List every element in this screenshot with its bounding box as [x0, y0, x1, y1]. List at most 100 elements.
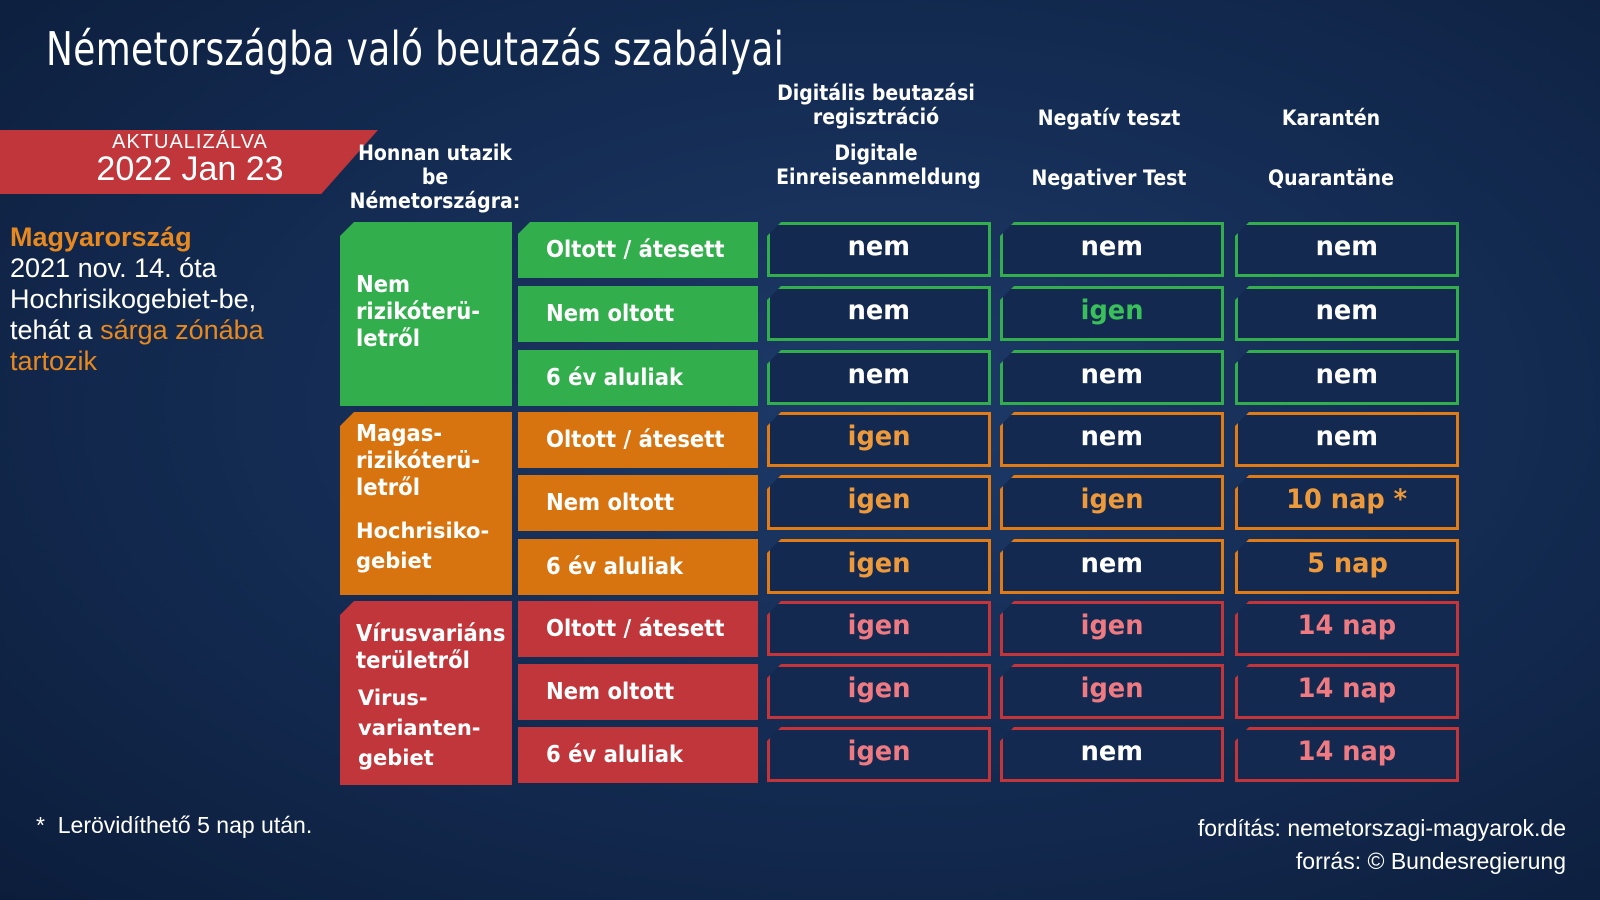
group-label-line: gebiet — [358, 746, 434, 770]
registration-cell: igen — [767, 412, 991, 467]
cell-value: igen — [847, 548, 911, 579]
test-cell: igen — [1000, 475, 1224, 530]
registration-cell: igen — [767, 601, 991, 656]
group-label-de: Hochrisiko- gebiet — [356, 516, 489, 576]
row-label-text: 6 év aluliak — [546, 554, 684, 580]
group-label: Magas- rizikóterü- letről — [356, 421, 480, 502]
quarantine-cell: nem — [1235, 350, 1459, 405]
group-label-line: gebiet — [356, 549, 432, 573]
group-label-line: Magas- — [356, 421, 443, 447]
quarantine-cell: 5 nap — [1235, 539, 1459, 594]
group-label-line: letről — [356, 475, 420, 501]
row-label: Oltott / átesett — [518, 601, 758, 657]
row-label-text: Nem oltott — [546, 301, 675, 327]
row-label: Nem oltott — [518, 664, 758, 720]
column-header-hu: Digitális beutazási — [777, 81, 975, 105]
cell-value: 5 nap — [1306, 548, 1388, 579]
zone-highlight: sárga zónába — [100, 315, 264, 345]
cell-value: 14 nap — [1297, 736, 1397, 767]
row-label: Oltott / átesett — [518, 412, 758, 468]
cell-value: igen — [1080, 673, 1144, 704]
group-low-risk: Nem rizikóterü- letről — [340, 222, 512, 406]
row-label-text: Oltott / átesett — [546, 237, 725, 263]
registration-cell: nem — [767, 350, 991, 405]
cell-value: igen — [1080, 295, 1144, 326]
update-date: 2022 Jan 23 — [96, 150, 284, 188]
group-label-line: varianten- — [358, 716, 481, 740]
row-label-text: Nem oltott — [546, 679, 675, 705]
row-label: 6 év aluliak — [518, 539, 758, 595]
cell-value: igen — [1080, 484, 1144, 515]
row-label: Nem oltott — [518, 475, 758, 531]
country-note-text: tehát a — [10, 315, 101, 345]
origin-header-line: be — [421, 165, 449, 189]
row-label-text: Oltott / átesett — [546, 427, 725, 453]
quarantine-cell: nem — [1235, 412, 1459, 467]
cell-value: nem — [847, 359, 911, 390]
cell-value: 14 nap — [1297, 673, 1397, 704]
row-label-text: Oltott / átesett — [546, 616, 725, 642]
test-cell: nem — [1000, 412, 1224, 467]
quarantine-cell: nem — [1235, 222, 1459, 277]
country-note-line: 2021 nov. 14. óta — [10, 253, 217, 283]
country-note-line: tehát a sárga zónába — [10, 315, 330, 346]
cell-value: nem — [847, 295, 911, 326]
group-label: Vírusvariáns területről — [356, 621, 505, 675]
country-name: Magyarország — [10, 222, 192, 252]
quarantine-cell: 14 nap — [1235, 727, 1459, 782]
country-note-line: Hochrisikogebiet-be, — [10, 284, 257, 314]
footnote-marker: * — [36, 812, 45, 838]
cell-value: nem — [1315, 359, 1379, 390]
cell-value: nem — [847, 231, 911, 262]
group-variant: Vírusvariáns területről Virus- varianten… — [340, 601, 512, 785]
column-header-hu: regisztráció — [812, 105, 940, 129]
group-label-de: Virus- varianten- gebiet — [358, 683, 480, 773]
column-header-hu: Karantén — [1281, 106, 1381, 130]
cell-value: igen — [847, 484, 911, 515]
group-label-line: Nem — [356, 272, 411, 298]
column-header-de: Negativer Test — [1031, 166, 1187, 190]
country-note: Magyarország 2021 nov. 14. óta Hochrisik… — [10, 222, 330, 377]
cell-value: nem — [1080, 359, 1144, 390]
test-cell: nem — [1000, 727, 1224, 782]
cell-value: igen — [847, 610, 911, 641]
column-header-de: Quarantäne — [1268, 166, 1394, 190]
group-high-risk: Magas- rizikóterü- letről Hochrisiko- ge… — [340, 412, 512, 595]
translation-credit: fordítás: nemetorszagi-magyarok.de — [1197, 815, 1566, 841]
quarantine-cell: 10 nap * — [1235, 475, 1459, 530]
registration-cell: igen — [767, 664, 991, 719]
cell-value: igen — [847, 736, 911, 767]
row-label: Oltott / átesett — [518, 222, 758, 278]
cell-value: igen — [847, 673, 911, 704]
cell-value: nem — [1080, 548, 1144, 579]
registration-cell: nem — [767, 286, 991, 341]
group-label-line: Vírusvariáns — [356, 621, 506, 647]
test-cell: nem — [1000, 539, 1224, 594]
group-label-line: letről — [356, 326, 420, 352]
row-label: 6 év aluliak — [518, 727, 758, 783]
column-header-de: Digitale — [834, 141, 918, 165]
column-header-quarantine: Karantén Quarantäne — [1241, 106, 1421, 190]
test-cell: nem — [1000, 350, 1224, 405]
column-header-de: Einreiseanmeldung — [776, 165, 981, 189]
country-note-line: tartozik — [10, 346, 98, 376]
cell-value: nem — [1080, 421, 1144, 452]
column-header-test: Negatív teszt Negativer Test — [1011, 106, 1207, 190]
cell-value: 10 nap * — [1286, 484, 1408, 515]
group-label-line: területről — [356, 648, 470, 674]
source-credit: forrás: © Bundesregierung — [1295, 848, 1566, 874]
cell-value: nem — [1315, 231, 1379, 262]
group-label: Nem rizikóterü- letről — [356, 272, 480, 353]
group-label-line: Hochrisiko- — [356, 519, 490, 543]
test-cell: nem — [1000, 222, 1224, 277]
update-ribbon — [0, 130, 378, 194]
origin-header-line: Honnan utazik — [358, 141, 512, 165]
cell-value: nem — [1080, 231, 1144, 262]
cell-value: nem — [1315, 421, 1379, 452]
group-label-line: rizikóterü- — [356, 448, 481, 474]
row-label-text: Nem oltott — [546, 490, 675, 516]
registration-cell: igen — [767, 539, 991, 594]
origin-header-line: Németországra: — [349, 189, 521, 213]
registration-cell: nem — [767, 222, 991, 277]
group-label-line: rizikóterü- — [356, 299, 481, 325]
